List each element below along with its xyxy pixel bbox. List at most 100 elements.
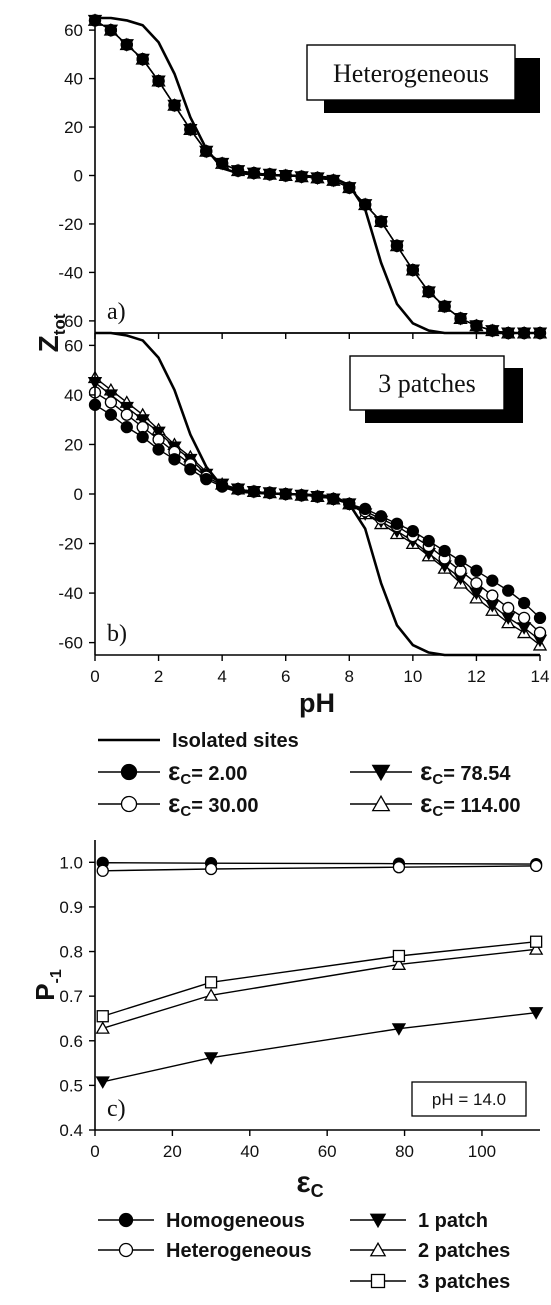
- y-axis-label-c: P-1: [30, 969, 65, 1001]
- data-point: [533, 611, 547, 624]
- data-point: [152, 443, 165, 456]
- data-point: [438, 300, 451, 313]
- annotation-text: Heterogeneous: [333, 59, 489, 88]
- x-label-sub: C: [311, 1181, 324, 1201]
- panel-b: 60 40 20 0 -20 -40 -60 0 2 4 6 8 10 12 14 b) 3 patches: [58, 331, 549, 686]
- data-point: [151, 426, 166, 440]
- box-frame: [411, 1081, 527, 1117]
- panel-label: b): [107, 621, 127, 647]
- data-point: [533, 626, 547, 639]
- data-point: [529, 859, 543, 873]
- data-point: [374, 215, 388, 228]
- data-point: [438, 544, 451, 558]
- box-frame: [349, 355, 505, 411]
- legend-label: Homogeneous: [166, 1210, 305, 1232]
- x-tick-label: 4: [217, 667, 226, 686]
- y-tick-label: -40: [58, 584, 83, 603]
- legend-item: 3 patches: [350, 1271, 510, 1293]
- legend-label: Isolated sites: [172, 730, 299, 752]
- x-tick-label: 6: [281, 667, 290, 686]
- y-tick-label: 0.4: [59, 1121, 83, 1140]
- y-label-main: Z: [33, 335, 64, 352]
- data-point: [104, 408, 118, 421]
- data-point: [390, 517, 404, 530]
- data-point: [104, 396, 118, 409]
- y-tick-label: 0.9: [59, 898, 83, 917]
- legend-label: 2 patches: [418, 1240, 510, 1262]
- y-tick-label: 0: [74, 485, 83, 504]
- x-axis-label-c: εC: [296, 1166, 323, 1201]
- data-point: [204, 976, 218, 989]
- data-point: [359, 502, 372, 516]
- data-point: [120, 408, 133, 421]
- data-point: [95, 1021, 110, 1034]
- data-point: [528, 1007, 544, 1020]
- legend-subscript: C: [180, 803, 191, 820]
- legend-subscript: C: [432, 803, 443, 820]
- data-point: [204, 862, 218, 876]
- legend-item: εC= 114.00: [350, 788, 521, 820]
- annotation-text: pH = 14.0: [432, 1090, 506, 1109]
- x-tick-label: 12: [467, 667, 486, 686]
- legend-item: 1 patch: [350, 1210, 488, 1232]
- y-label-main: P: [30, 983, 60, 1000]
- data-point: [502, 601, 515, 615]
- data-point: [486, 589, 499, 602]
- data-point: [517, 611, 531, 624]
- y-tick-label: 60: [64, 336, 83, 355]
- x-axis-label-ab: pH: [299, 688, 335, 718]
- series-4: [96, 935, 543, 1023]
- legend-label: εC= 78.54: [420, 756, 511, 788]
- legend-marker: [120, 763, 138, 781]
- panel-label: c): [107, 1096, 126, 1122]
- annotation-box: pH = 14.0: [411, 1081, 527, 1117]
- data-point: [152, 74, 165, 88]
- y-tick-label: -20: [58, 215, 83, 234]
- x-tick-label: 40: [240, 1142, 259, 1161]
- legend-marker: [370, 1273, 386, 1289]
- y-tick-label: 40: [64, 70, 83, 89]
- legend-subscript: C: [180, 771, 191, 788]
- legend-marker: [120, 795, 138, 813]
- y-tick-label: 0.5: [59, 1076, 83, 1095]
- data-point: [119, 401, 134, 415]
- y-tick-label: 20: [64, 435, 83, 454]
- data-point: [104, 23, 118, 37]
- y-tick-label: 0.8: [59, 943, 83, 962]
- data-point: [486, 324, 499, 337]
- legend-label: Heterogeneous: [166, 1240, 312, 1262]
- y-tick-label: -40: [58, 263, 83, 282]
- data-point: [103, 389, 119, 402]
- data-point: [135, 414, 150, 427]
- legend-symbol: ε: [168, 756, 180, 786]
- y-tick-label: -60: [58, 312, 83, 331]
- legend-label: εC= 2.00: [168, 756, 247, 788]
- annotation-text: 3 patches: [378, 369, 475, 398]
- panel-a: 60 40 20 0 -20 -40 -60 a) Heterogeneous: [58, 13, 548, 341]
- data-point: [374, 510, 388, 523]
- data-point: [168, 99, 181, 112]
- data-point: [390, 239, 404, 252]
- y-tick-label: -20: [58, 535, 83, 554]
- legend-subscript: C: [432, 771, 443, 788]
- legend-item: εC= 2.00: [98, 756, 247, 788]
- series-3: [95, 942, 544, 1034]
- series-0: [95, 331, 540, 657]
- legend-value: = 2.00: [191, 763, 247, 785]
- data-point: [95, 1076, 110, 1089]
- data-point: [406, 263, 420, 277]
- series-line: [102, 941, 537, 1017]
- legend-item: Homogeneous: [98, 1210, 305, 1232]
- data-point: [184, 463, 197, 476]
- y-tick-label: 20: [64, 118, 83, 137]
- data-point: [96, 1010, 109, 1023]
- legend-value: = 30.00: [191, 795, 258, 817]
- data-point: [454, 554, 467, 568]
- legend-label: 1 patch: [418, 1210, 488, 1232]
- annotation-box: 3 patches: [349, 355, 523, 423]
- data-point: [203, 1052, 219, 1065]
- series-line: [102, 865, 537, 872]
- legend-value: = 114.00: [443, 795, 520, 817]
- x-tick-label: 20: [163, 1142, 182, 1161]
- legend-item: Heterogeneous: [98, 1240, 312, 1262]
